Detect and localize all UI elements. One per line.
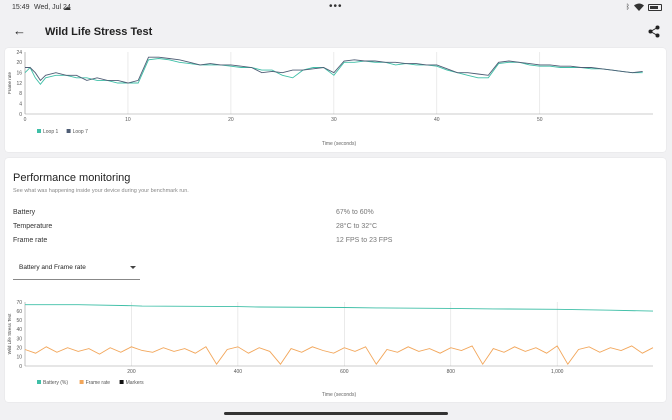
legend-label: Loop 7 [73,129,89,135]
y-tick-label: 50 [16,318,22,324]
series-line-loop-7 [25,56,643,84]
y-tick-label: 10 [16,355,22,361]
frame-rate-value: 12 FPS to 23 FPS [336,237,393,244]
legend-swatch [119,380,124,384]
series-line-battery- [25,304,654,312]
legend-swatch [79,380,84,384]
y-tick-label: 12 [16,81,22,87]
temperature-value: 28°C to 32°C [336,223,378,230]
page-title: Wild Life Stress Test [45,26,153,38]
performance-monitor-chart: 0 10 20 30 40 50 60 70 200 400 600 800 1,000 Wild Lif… [7,300,654,398]
battery-value: 67% to 60% [336,209,374,216]
y-tick-label: 4 [19,101,22,107]
chart-metric-dropdown[interactable]: Battery and Frame rate [13,258,140,280]
x-tick-label: 400 [234,369,243,375]
x-tick-label: 50 [537,117,543,123]
y-tick-label: 60 [16,309,22,315]
x-tick-label: 800 [447,369,456,375]
legend-swatch [37,129,41,133]
legend-swatch [66,129,71,133]
legend-label: Battery (%) [43,380,68,386]
status-icons: ᛒ [626,3,662,11]
legend-swatch [37,380,41,384]
status-bar: 15:49 Wed, Jul 24 ☁ ••• ᛒ [0,0,672,17]
loop-frame-rate-chart: 0 4 8 12 16 20 24 0 10 20 30 40 50 Frame rate Time (se… [7,50,653,147]
performance-monitoring-card: Performance monitoring See what was happ… [5,158,666,402]
x-axis-label: Time (seconds) [322,141,357,147]
y-tick-label: 40 [16,327,22,333]
x-tick-label: 30 [331,117,337,123]
cloud-icon: ☁ [63,3,71,12]
status-time: 15:49 [12,4,30,11]
app-bar: ← Wild Life Stress Test [0,17,672,48]
loop-chart-card: 0 4 8 12 16 20 24 0 10 20 30 40 50 Frame rate Time (se… [5,48,666,152]
legend-label: Frame rate [86,380,111,386]
y-tick-label: 70 [16,300,22,306]
y-axis-label: Wild Life Stress Test [7,313,12,354]
x-axis-label: Time (seconds) [322,392,357,398]
y-tick-label: 20 [16,346,22,352]
y-tick-label: 0 [19,112,22,118]
dropdown-selected-value: Battery and Frame rate [19,264,86,271]
x-tick-label: 10 [125,117,131,123]
x-tick-label: 0 [24,117,27,123]
arrow-left-icon[interactable]: ← [13,23,26,38]
legend-label: Markers [126,380,145,386]
y-tick-label: 24 [16,50,22,56]
temperature-label: Temperature [13,223,53,230]
y-tick-label: 16 [16,70,22,76]
status-date: Wed, Jul 24 [34,4,71,11]
series-line-frame-rate [24,345,654,366]
y-tick-label: 20 [16,60,22,66]
home-indicator[interactable] [224,412,448,415]
y-tick-label: 0 [19,364,22,370]
wifi-icon [634,3,644,11]
share-icon[interactable] [648,25,660,38]
chevron-down-icon [130,266,136,269]
x-tick-label: 40 [434,117,440,123]
performance-title: Performance monitoring [13,172,131,184]
y-tick-label: 8 [19,91,22,97]
x-tick-label: 600 [340,369,349,375]
bluetooth-icon: ᛒ [625,3,630,11]
battery-icon [648,3,662,11]
more-dots-icon[interactable]: ••• [329,1,343,12]
y-tick-label: 30 [16,336,22,342]
frame-rate-label: Frame rate [13,237,48,244]
battery-label: Battery [13,209,36,216]
x-tick-label: 1,000 [551,369,564,375]
x-tick-label: 200 [127,369,136,375]
legend-label: Loop 1 [43,129,59,135]
y-axis-label: Frame rate [7,72,12,95]
performance-subtitle: See what was happening inside your devic… [13,188,189,194]
x-tick-label: 20 [228,117,234,123]
